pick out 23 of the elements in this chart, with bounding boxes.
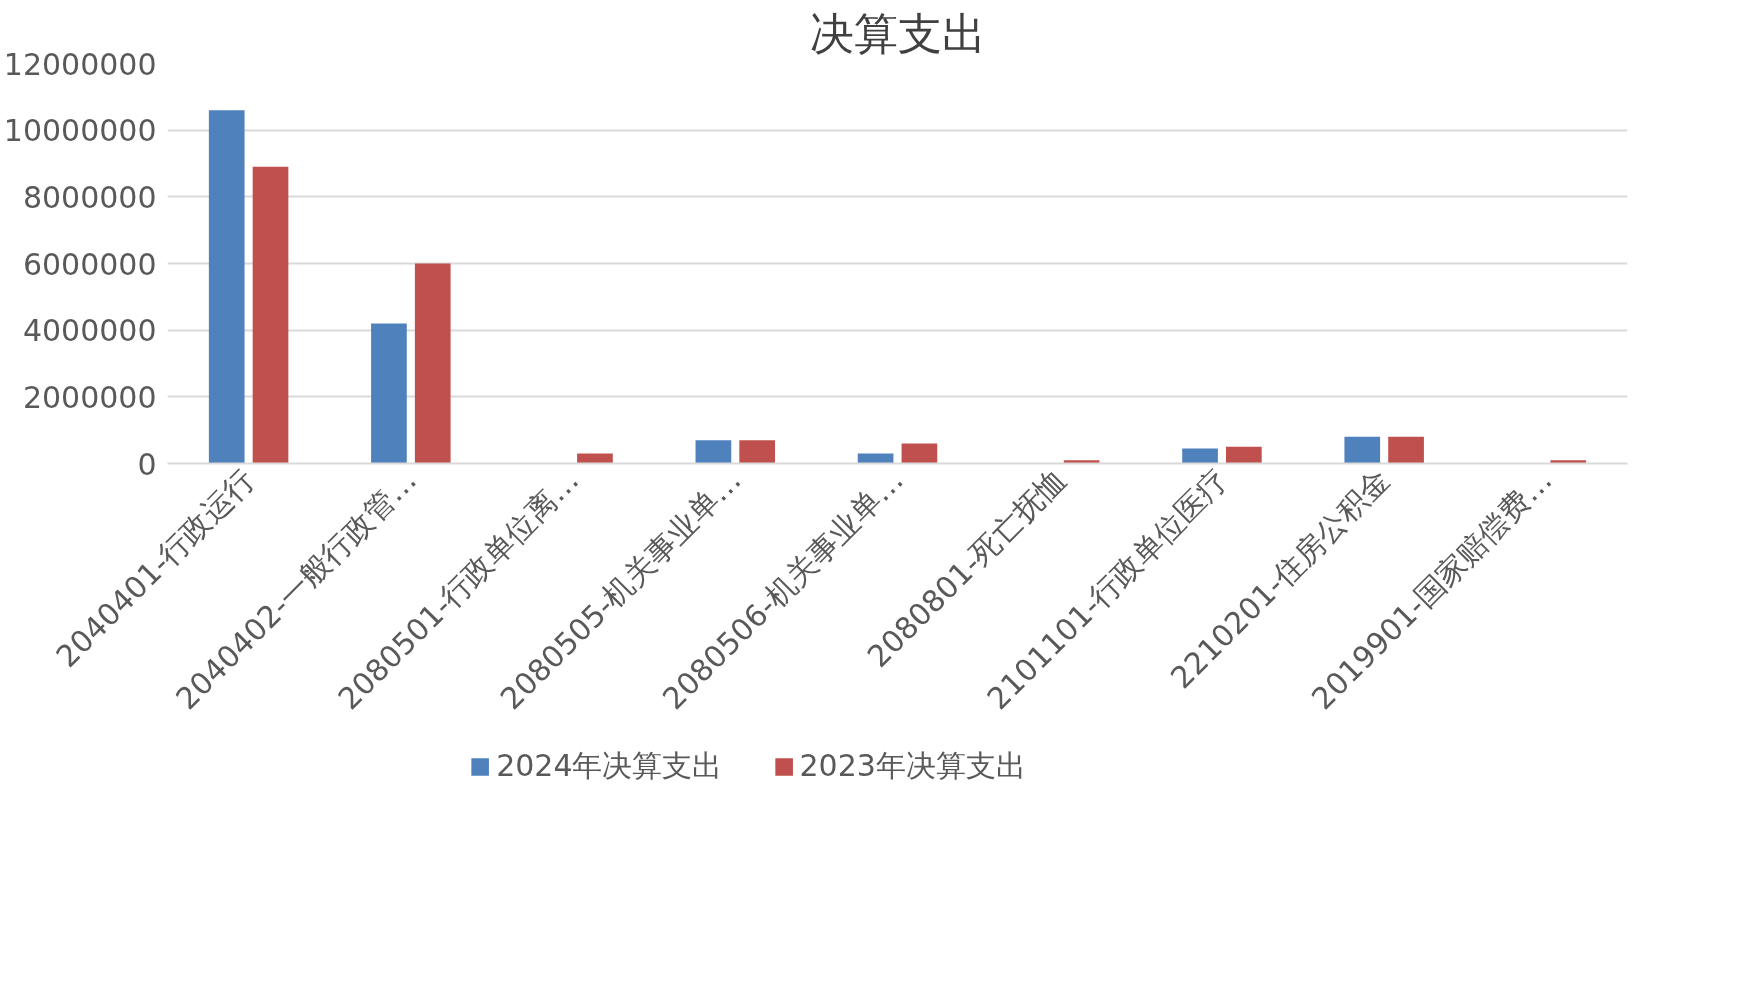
- bar: [1550, 460, 1587, 464]
- bar: [577, 453, 613, 464]
- bar: [1226, 446, 1262, 464]
- y-tick-label: 6000000: [22, 246, 157, 282]
- y-tick-label: 8000000: [22, 179, 157, 215]
- y-tick-label: 4000000: [22, 313, 157, 349]
- legend-label: 2023年决算支出: [799, 746, 1026, 785]
- bar: [739, 440, 776, 464]
- y-tick-label: 10000000: [3, 113, 157, 149]
- bar: [208, 110, 245, 464]
- bar: [371, 323, 407, 464]
- bar: [414, 263, 451, 464]
- bar: [901, 443, 938, 464]
- bar: [1344, 436, 1381, 464]
- y-tick-label: 12000000: [3, 46, 157, 82]
- legend-label: 2024年决算支出: [496, 746, 723, 785]
- bar: [252, 166, 289, 464]
- bar: [1182, 448, 1218, 464]
- y-tick-label: 0: [137, 446, 157, 482]
- chart-title: 决算支出: [809, 7, 986, 59]
- y-tick-label: 2000000: [22, 379, 157, 415]
- bar: [695, 440, 732, 464]
- bar: [1388, 436, 1424, 464]
